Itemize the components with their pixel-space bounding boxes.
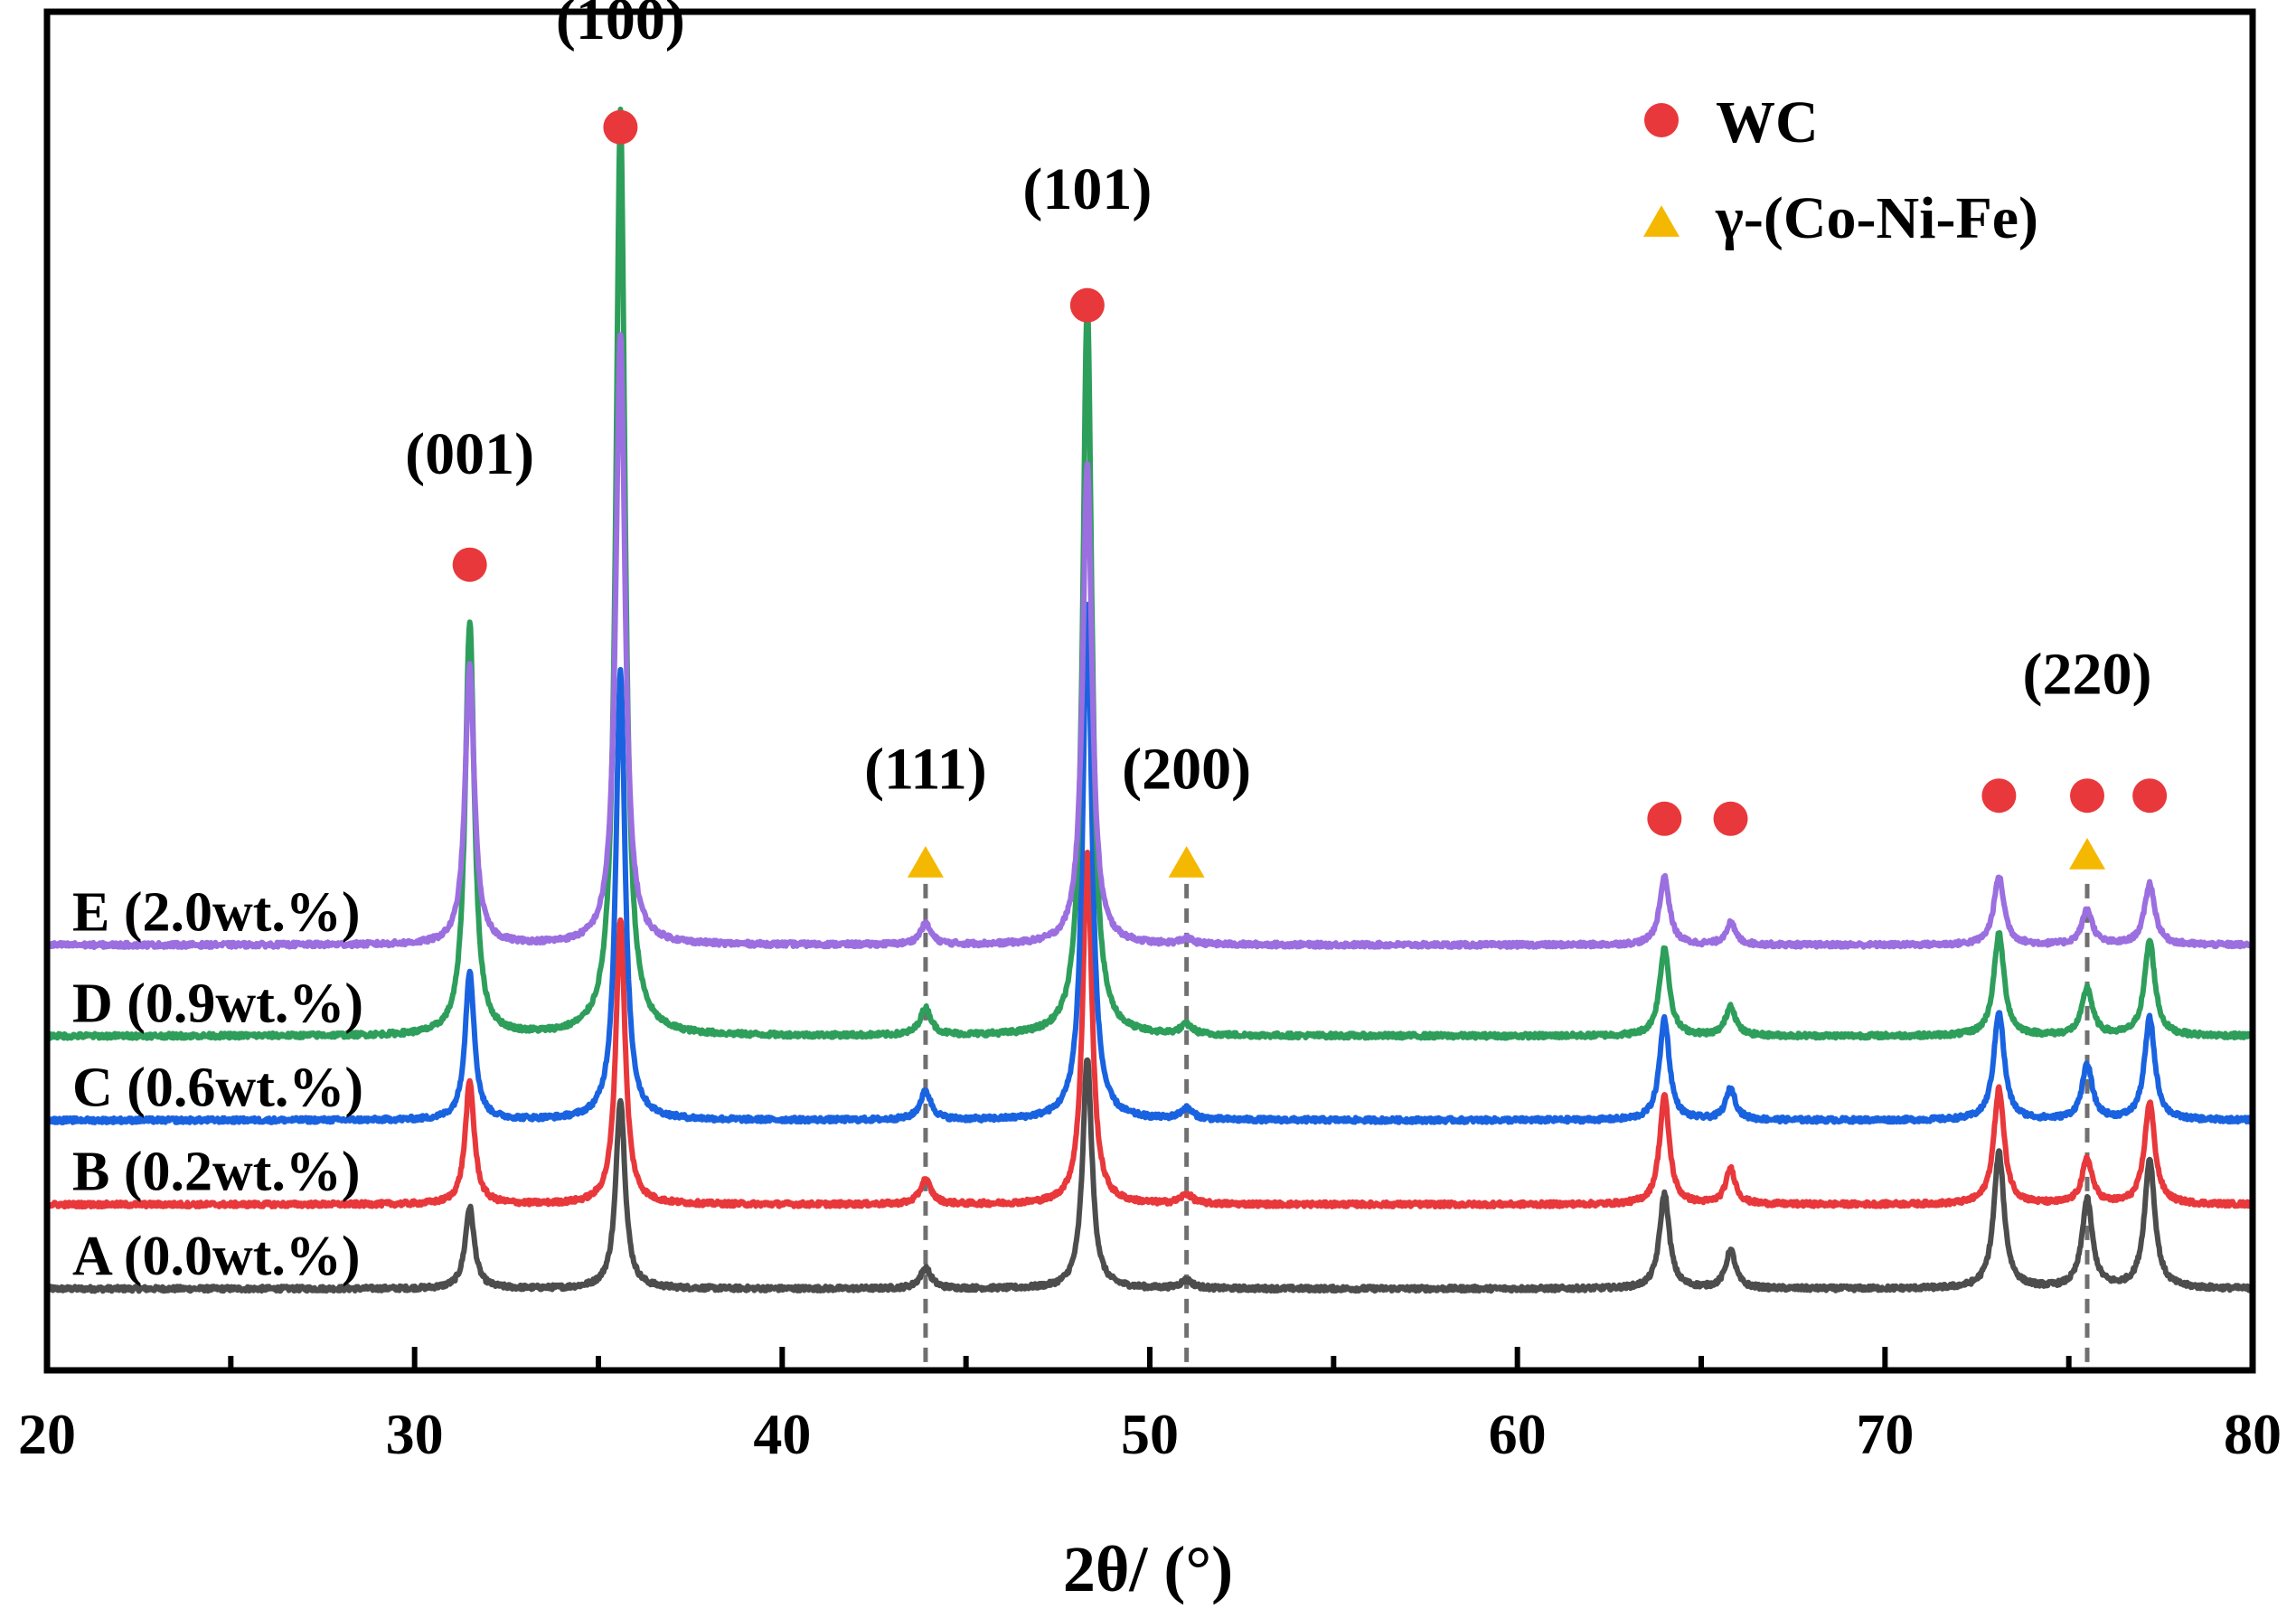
x-tick-label-20: 20 [18,1402,76,1466]
hkl-label-3: (111) [864,737,987,803]
x-tick-label-70: 70 [1856,1402,1914,1466]
dashed-reference-lines [923,883,2090,1370]
gamma-marker-2 [2069,837,2105,870]
legend: WC γ-(Co-Ni-Fe) [1643,89,2038,251]
wc-marker-2 [1069,287,1105,323]
hkl-label-4: (200) [1122,737,1251,803]
x-tick-label-40: 40 [753,1402,811,1466]
wc-marker-4 [1713,801,1748,836]
gamma-marker-1 [1168,846,1205,878]
series-line-b [46,850,2254,1210]
legend-wc-label: WC [1716,89,1819,155]
x-axis-ticks: 20 30 40 50 60 70 80 [18,1347,2282,1466]
sample-label-e: E (2.0wt.%) [72,882,361,944]
series-line-d [45,106,2254,1041]
hkl-label-5: (220) [2023,642,2152,708]
sample-label-b: B (0.2wt.%) [72,1142,361,1203]
sample-label-c: C (0.6wt.%) [72,1057,363,1118]
hkl-label-1: (100) [556,0,685,52]
series-line-e [46,332,2254,950]
series-line-a [45,1057,2253,1294]
x-axis-title: 2θ/ (°) [1063,1533,1233,1605]
hkl-label-0: (001) [405,421,534,487]
sample-label-a: A (0.0wt.%) [72,1226,361,1287]
phase-markers [452,109,2168,878]
hkl-label-2: (101) [1022,156,1152,222]
x-tick-label-80: 80 [2224,1402,2282,1466]
legend-wc-marker [1644,103,1679,137]
gamma-marker-0 [907,846,944,878]
legend-gamma-label: γ-(Co-Ni-Fe) [1715,185,2038,251]
sample-label-d: D (0.9wt.%) [72,973,363,1034]
sample-labels: A (0.0wt.%) B (0.2wt.%) C (0.6wt.%) D (0.9w… [72,882,363,1287]
x-tick-label-30: 30 [386,1402,444,1466]
wc-marker-7 [2132,778,2168,814]
hkl-labels: (001) (100) (101) (111) (200) (220) [405,0,2151,803]
wc-marker-0 [452,547,487,582]
x-tick-label-60: 60 [1489,1402,1547,1466]
wc-marker-3 [1647,801,1682,836]
wc-marker-5 [1981,778,2017,814]
wc-marker-1 [603,109,638,145]
series-layer [45,106,2254,1294]
series-line-c [45,601,2253,1125]
x-tick-label-50: 50 [1121,1402,1179,1466]
wc-marker-6 [2070,778,2104,814]
legend-gamma-marker [1643,205,1680,237]
